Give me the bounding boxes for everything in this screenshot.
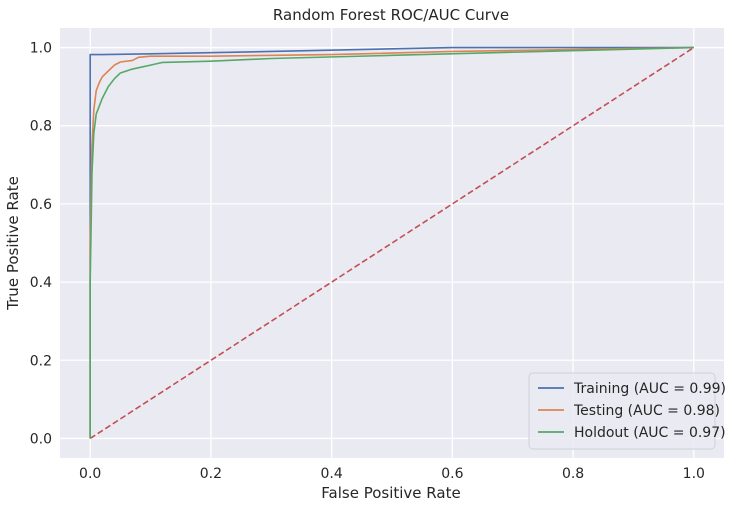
y-tick-label: 0.6 [30,197,52,213]
x-axis-label: False Positive Rate [321,484,460,502]
tick-labels: 0.0 0.2 0.4 0.6 0.8 1.0 0.0 0.2 0.4 0.6 0.8 1.0 [30,41,705,482]
chart-title: Random Forest ROC/AUC Curve [273,6,509,24]
grid-lines [60,28,724,458]
legend-box [528,372,716,450]
y-tick-label: 0.8 [30,119,52,135]
legend: Training (AUC = 0.99) Testing (AUC = 0.98… [528,372,726,450]
y-tick-label: 1.0 [30,41,52,57]
y-tick-label: 0.4 [30,275,52,291]
series-layer [89,46,695,440]
legend-entry-label: Testing (AUC = 0.98) [573,403,720,419]
legend-entry-label: Holdout (AUC = 0.97) [574,425,726,441]
chance-diagonal-line [89,46,695,440]
x-tick-label: 0.4 [321,466,343,482]
x-tick-label: 1.0 [683,466,705,482]
series-line-testing [89,46,694,439]
x-tick-label: 0.0 [79,466,101,482]
y-tick-label: 0.0 [30,431,52,447]
legend-entry-label: Training (AUC = 0.99) [573,381,726,397]
y-axis-label: True Positive Rate [4,176,22,311]
x-tick-label: 0.8 [562,466,584,482]
x-tick-label: 0.2 [200,466,222,482]
series-line-holdout [89,46,694,439]
y-tick-label: 0.2 [30,353,52,369]
x-tick-label: 0.6 [441,466,463,482]
